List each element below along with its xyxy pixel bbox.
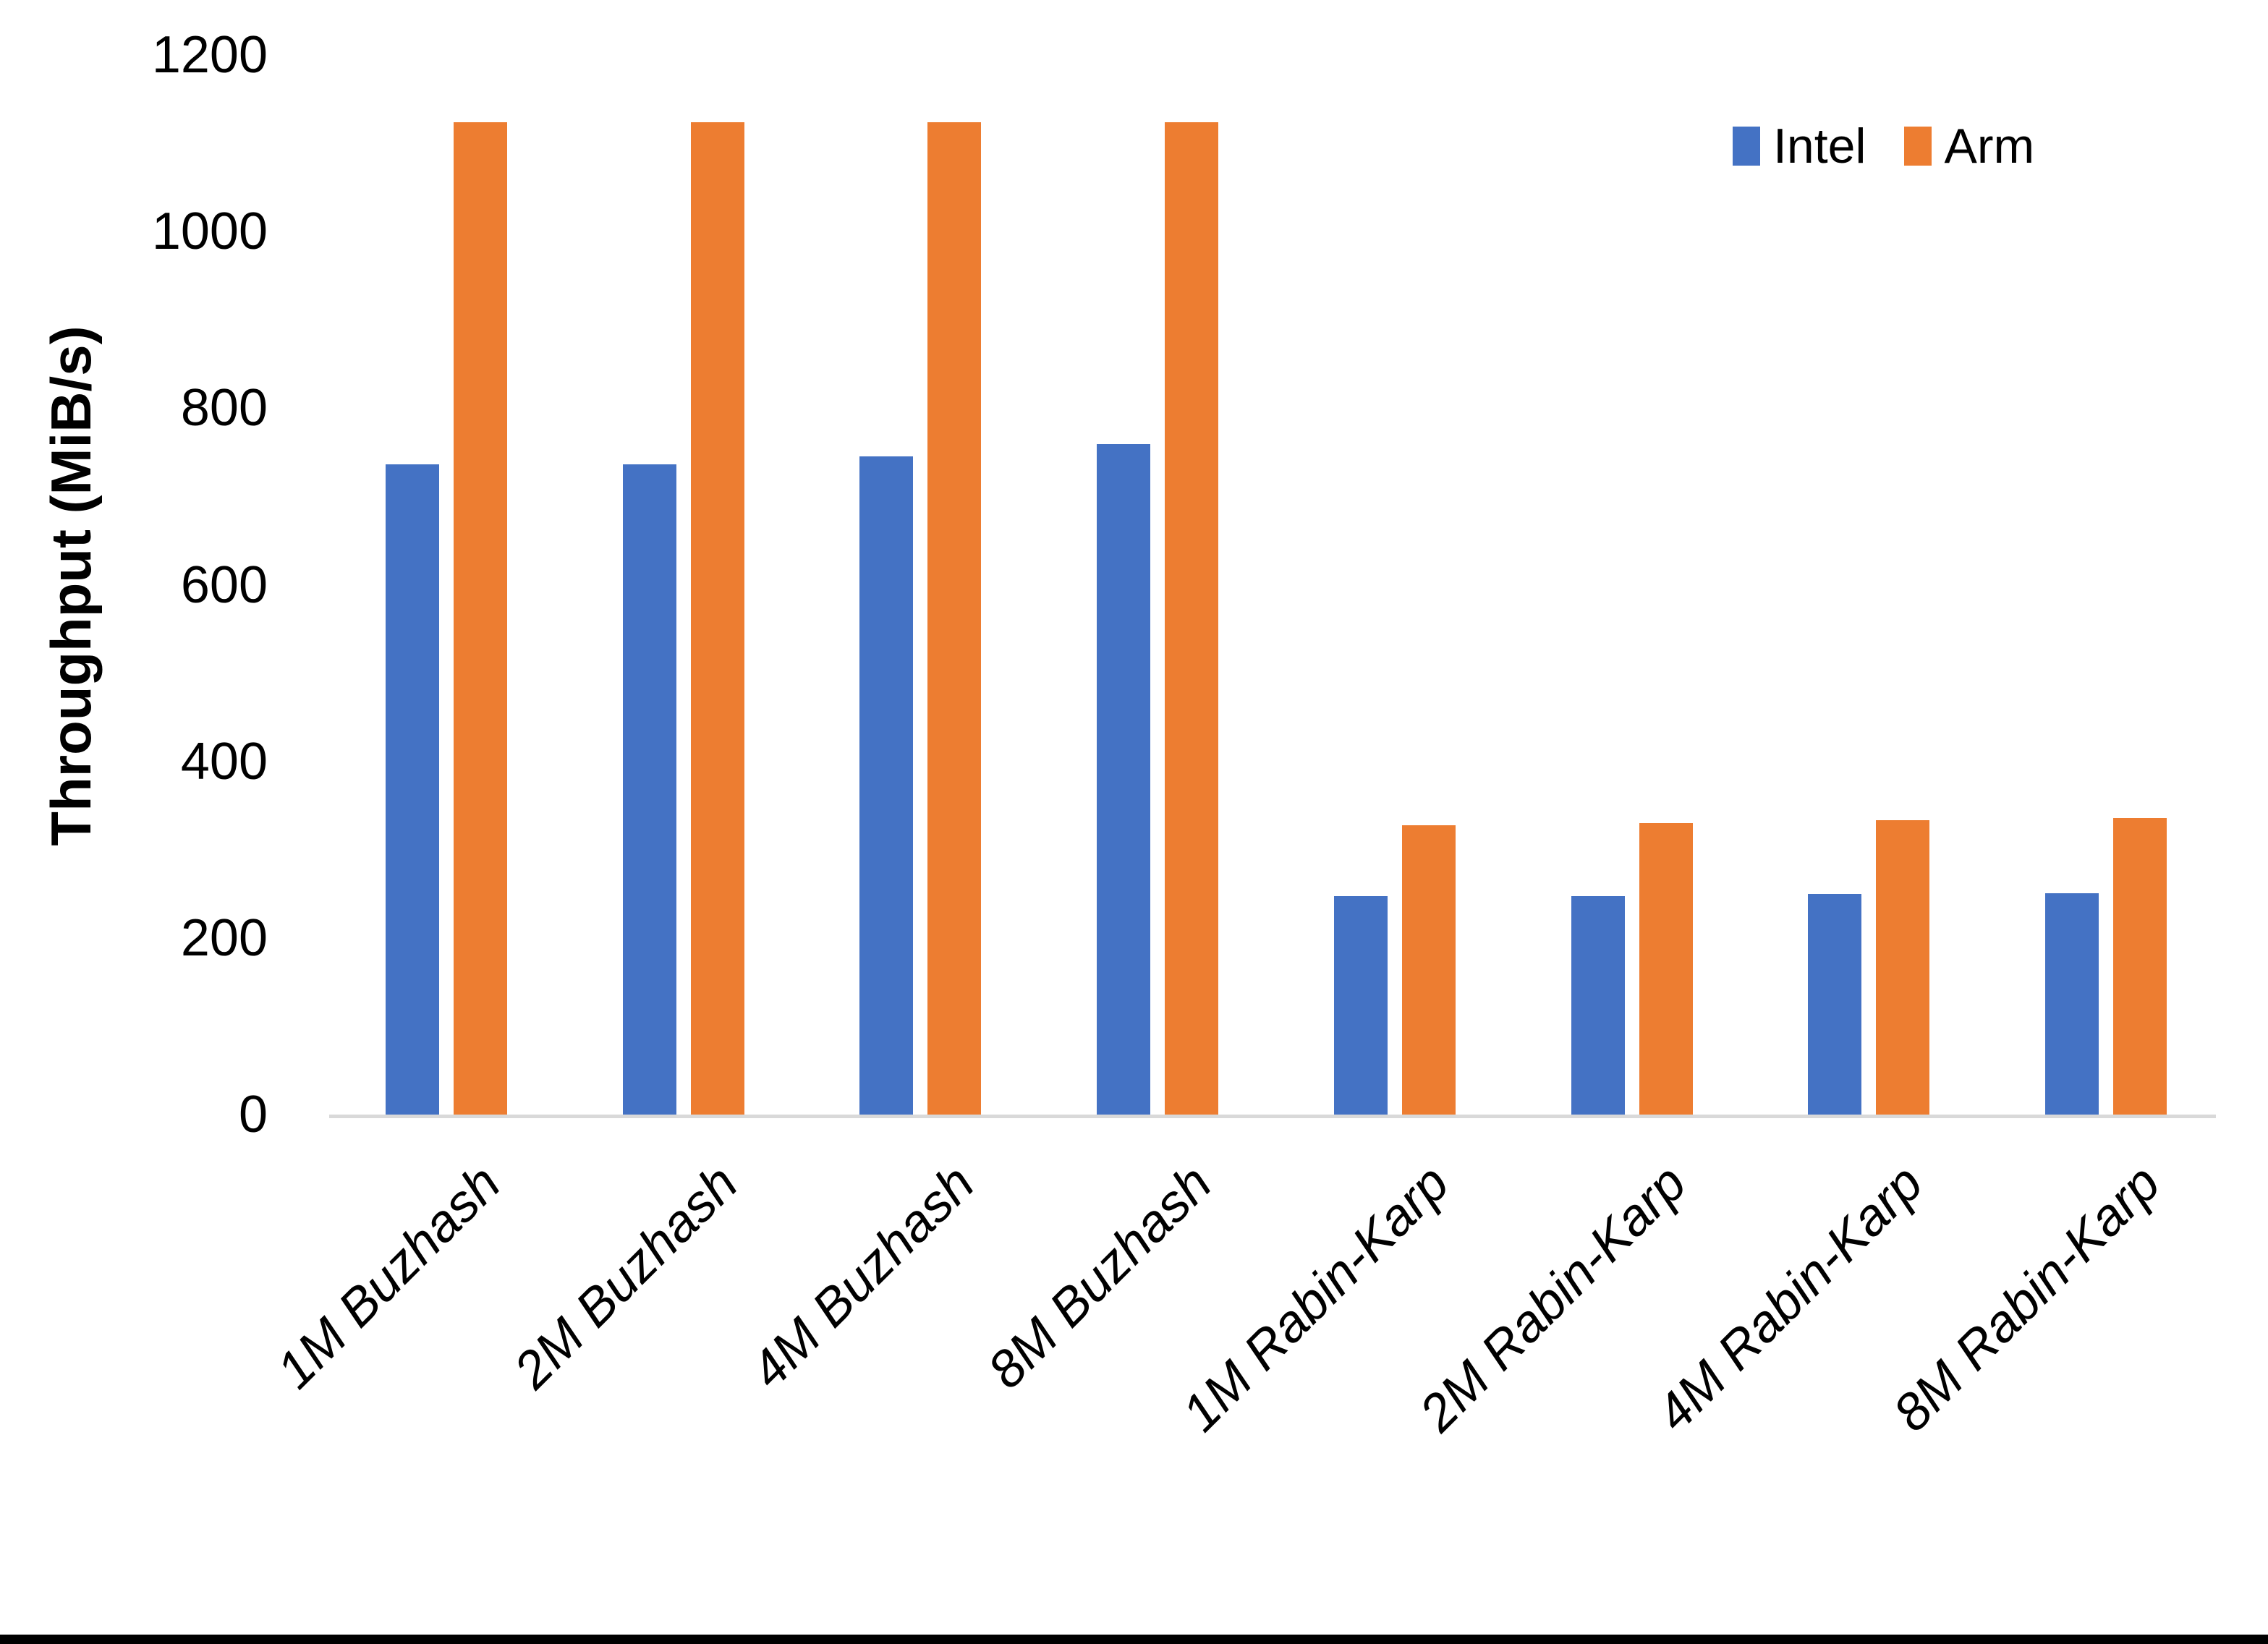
y-tick-label-1200: 1200 xyxy=(151,26,268,84)
legend-swatch-intel xyxy=(1733,127,1760,166)
bar-intel-8m-buzhash xyxy=(1097,444,1151,1115)
y-tick-label-600: 600 xyxy=(180,555,268,614)
bar-arm-8m-buzhash xyxy=(1165,122,1219,1115)
bar-arm-8m-rabin-karp xyxy=(2112,817,2167,1115)
x-axis-label-8m-rabin-karp: 8M Rabin-Karp xyxy=(1882,1154,2171,1443)
x-axis-label-1m-rabin-karp: 1M Rabin-Karp xyxy=(1171,1154,1460,1443)
x-axis-label-8m-buzhash: 8M Buzhash xyxy=(977,1154,1223,1400)
bar-arm-4m-buzhash xyxy=(927,122,982,1115)
legend: Intel Arm xyxy=(1733,122,2034,171)
x-axis-label-2m-buzhash: 2M Buzhash xyxy=(503,1154,749,1400)
x-axis-label-1m-buzhash: 1M Buzhash xyxy=(266,1154,512,1400)
y-tick-label-200: 200 xyxy=(180,908,268,967)
bar-intel-2m-rabin-karp xyxy=(1571,896,1625,1115)
bar-intel-4m-buzhash xyxy=(859,456,914,1115)
bar-intel-4m-rabin-karp xyxy=(1808,893,1862,1115)
bottom-border-bar xyxy=(0,1635,2268,1644)
bar-arm-1m-rabin-karp xyxy=(1401,825,1456,1115)
y-tick-label-800: 800 xyxy=(180,379,268,438)
y-tick-label-400: 400 xyxy=(180,732,268,791)
bar-arm-1m-buzhash xyxy=(454,122,507,1115)
y-tick-label-0: 0 xyxy=(238,1086,268,1143)
x-axis-label-2m-rabin-karp: 2M Rabin-Karp xyxy=(1408,1154,1697,1443)
legend-item-arm: Arm xyxy=(1903,119,2035,174)
legend-label-arm: Arm xyxy=(1944,119,2035,174)
bar-intel-1m-rabin-karp xyxy=(1333,896,1388,1115)
x-axis-label-4m-rabin-karp: 4M Rabin-Karp xyxy=(1645,1154,1934,1443)
x-axis-line xyxy=(329,1115,2216,1118)
legend-label-intel: Intel xyxy=(1773,119,1866,174)
legend-item-intel: Intel xyxy=(1733,122,1866,171)
bar-intel-1m-buzhash xyxy=(386,464,439,1115)
bar-arm-2m-rabin-karp xyxy=(1639,823,1693,1115)
bar-intel-8m-rabin-karp xyxy=(2044,893,2099,1115)
bar-arm-4m-rabin-karp xyxy=(1876,820,1930,1115)
x-axis-label-4m-buzhash: 4M Buzhash xyxy=(739,1154,986,1400)
bar-intel-2m-buzhash xyxy=(622,464,676,1115)
bar-arm-2m-buzhash xyxy=(690,122,744,1115)
legend-swatch-arm xyxy=(1903,127,1932,166)
y-tick-label-1000: 1000 xyxy=(151,203,268,261)
